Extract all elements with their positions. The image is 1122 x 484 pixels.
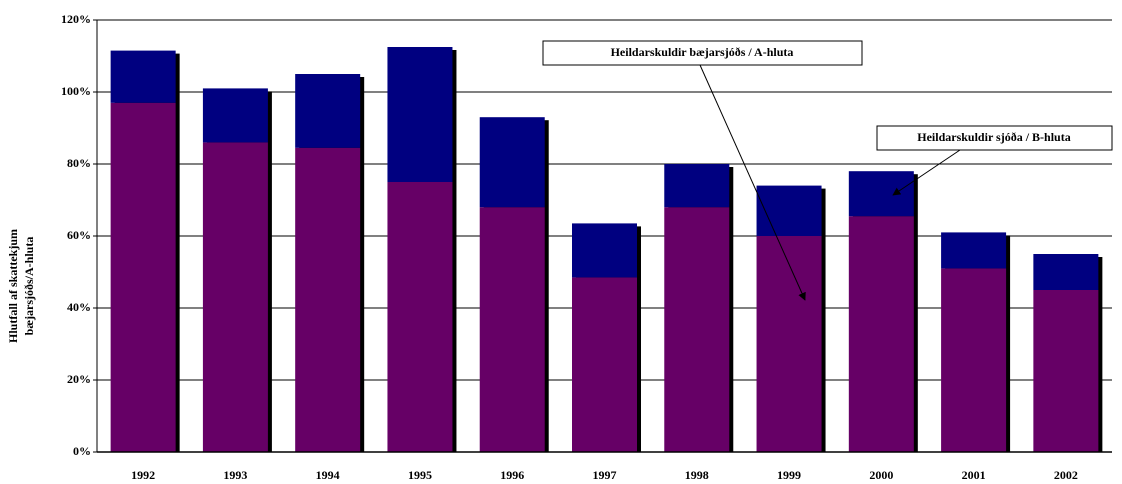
bar-segment <box>202 88 268 143</box>
bar-segment <box>848 171 914 217</box>
y-axis-label: Hlutfall af skattekjum <box>6 229 20 343</box>
bar-segment <box>941 268 1007 452</box>
y-tick-label: 40% <box>67 300 91 314</box>
annotation: Heildarskuldir sjóða / B-hluta <box>876 125 1113 196</box>
y-tick-label: 80% <box>67 156 91 170</box>
x-tick-label: 1992 <box>131 468 155 482</box>
annotation: Heildarskuldir bæjarsjóðs / A-hluta <box>542 40 863 301</box>
x-tick-label: 1995 <box>408 468 432 482</box>
bar-segment <box>848 216 914 452</box>
bar-segment <box>664 164 730 208</box>
bar-segment <box>664 207 730 452</box>
y-tick-label: 100% <box>61 84 91 98</box>
bar-segment <box>202 142 268 452</box>
bar-segment <box>1033 254 1099 290</box>
x-tick-label: 1998 <box>685 468 709 482</box>
bar-segment <box>572 223 637 278</box>
bar-segment <box>1033 290 1099 452</box>
annotation-box <box>876 125 1113 151</box>
bar-segment <box>295 74 361 148</box>
x-tick-label: 2000 <box>869 468 893 482</box>
y-tick-label: 20% <box>67 372 91 386</box>
x-tick-label: 2002 <box>1054 468 1078 482</box>
annotation-arrow <box>699 64 806 301</box>
y-tick-label: 120% <box>61 12 91 26</box>
bar-segment <box>941 232 1007 269</box>
bar-segment <box>110 102 176 453</box>
y-tick-label: 60% <box>67 228 91 242</box>
annotation-arrow <box>892 149 961 196</box>
bar-segment <box>387 47 453 182</box>
x-tick-label: 1993 <box>223 468 247 482</box>
y-axis-label: bæjarsjóðs/A-hluta <box>22 237 36 336</box>
bar-segment <box>479 207 545 452</box>
annotation-text: Heildarskuldir bæjarsjóðs / A-hluta <box>611 45 794 59</box>
bar-segment <box>572 277 637 452</box>
bar-segment <box>387 182 453 452</box>
bar-segment <box>479 117 545 208</box>
annotation-box <box>542 40 863 66</box>
bar-segment <box>110 50 176 103</box>
y-tick-label: 0% <box>73 444 91 458</box>
plot-area: 0% 20% 40% 60% 80% 100% 120% 1992 1993 1994 1995 19… <box>61 12 1112 482</box>
bar-segment <box>756 236 822 452</box>
x-tick-label: 1999 <box>777 468 801 482</box>
x-tick-label: 1997 <box>593 468 617 482</box>
x-tick-label: 1996 <box>500 468 524 482</box>
annotation-text: Heildarskuldir sjóða / B-hluta <box>917 130 1070 144</box>
bar-segment <box>756 185 822 236</box>
x-tick-label: 1994 <box>316 468 340 482</box>
x-tick-label: 2001 <box>962 468 986 482</box>
bar-segment <box>295 147 361 453</box>
